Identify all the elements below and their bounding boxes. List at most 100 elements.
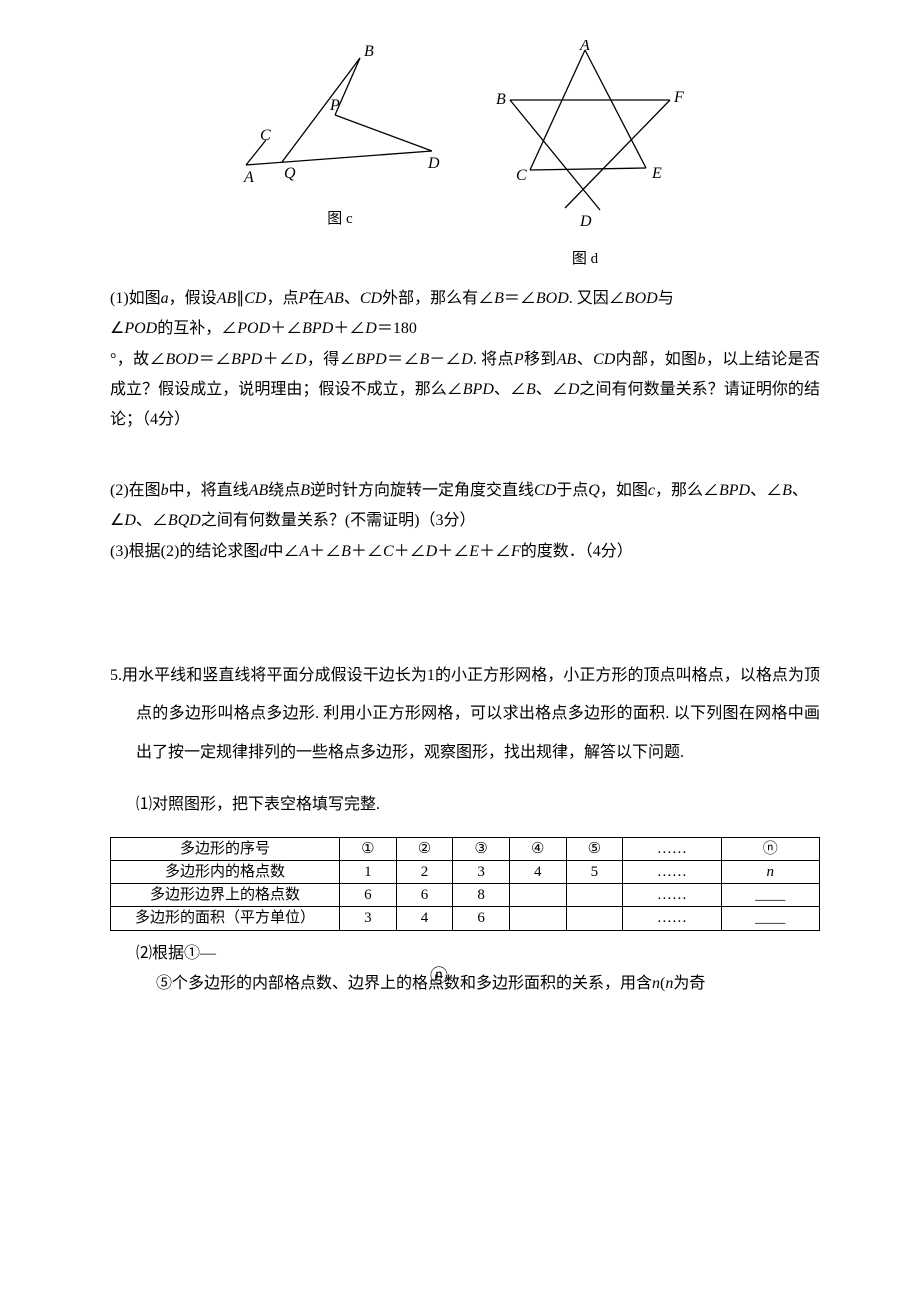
q3-t1: 中∠ [267,543,299,560]
r0-c1: 2 [396,860,453,883]
q3-t2: 的度数．（4分） [521,543,633,560]
q2-t2: 绕点 [268,482,300,499]
q2-t3: 逆时针方向旋转一定角度交直线 [310,482,534,499]
th-0: 多边形的序号 [111,837,340,860]
q1-d: D [365,320,377,337]
q2-t8: 、 [792,482,808,499]
q2-b: b [161,482,169,499]
figure-c-caption: 图 c [240,205,440,234]
r1-c2: 8 [453,884,510,907]
q2-d: D [124,512,136,529]
q2-t9: 之间有何数量关系？(不需证明)（3分） [201,512,476,529]
q3-p5: ＋∠ [479,543,511,560]
r0-n: n [767,864,775,880]
q5-intro: 5.用水平线和竖直线将平面分成假设干边长为1的小正方形网格，小正方形的顶点叫格点… [110,657,820,772]
th-3: ③ [453,837,510,860]
r2-c0: 3 [340,907,397,930]
q1-d2: D [295,351,307,368]
q1-minus: －∠ [429,351,461,368]
table-header-row: 多边形的序号 ① ② ③ ④ ⑤ …… ⓝ [111,837,820,860]
figure-d: A B F C E D 图 d [480,40,690,274]
q5-table: 多边形的序号 ① ② ③ ④ ⑤ …… ⓝ 多边形内的格点数 1 2 3 4 5… [110,837,820,931]
q1-eq: ＝∠ [504,290,536,307]
th-4: ④ [509,837,566,860]
figure-d-caption: 图 d [480,245,690,274]
q5-sub1: ⑴对照图形，把下表空格填写完整. [110,790,820,820]
q1-d3: D [461,351,473,368]
q3-p1: ＋∠ [309,543,341,560]
q1-bpd2: BPD [231,351,262,368]
q1-ab: AB [217,290,237,307]
q5-s2-n: n [652,975,660,992]
q1-p2: P [514,351,524,368]
q1-l3a: °，故∠ [110,351,165,368]
figc-label-C: C [260,127,271,144]
r1-c6: ____ [721,884,819,907]
q2-t4: 于点 [556,482,588,499]
q1-t1: ，假设 [169,290,217,307]
q3-e: E [469,543,479,560]
q2-t5: ，如图 [600,482,648,499]
q1-bod2: BOD [625,290,658,307]
figc-label-Q: Q [284,165,296,182]
figure-c-svg: B P C A Q D [240,40,440,190]
q1-eq2: ＝∠ [198,351,231,368]
figc-label-P: P [329,97,340,114]
q1-t11: . 将点 [473,351,514,368]
r1-c1: 6 [396,884,453,907]
figure-c: B P C A Q D 图 c [240,40,440,274]
figc-label-B: B [364,43,374,60]
question-3: (3)根据(2)的结论求图d中∠A＋∠B＋∠C＋∠D＋∠E＋∠F的度数．（4分） [110,537,820,567]
q1-bod: BOD [536,290,569,307]
q1-b: B [494,290,504,307]
q2-bqd: BQD [168,512,201,529]
figd-label-D: D [579,213,592,230]
q1-t8: 的互补，∠ [157,320,237,337]
q5-intro-text: 用水平线和竖直线将平面分成假设干边长为1的小正方形网格，小正方形的顶点叫格点，以… [122,667,820,761]
q5-number: 5. [110,667,122,684]
q1-t2: ，点 [266,290,298,307]
r2-c6: ____ [721,907,819,930]
q1-bpd4: BPD [463,381,494,398]
q1-p: P [298,290,308,307]
q1-b2: B [419,351,429,368]
q1-pod2: POD [237,320,270,337]
question-2: (2)在图b中，将直线AB绕点B逆时针方向旋转一定角度交直线CD于点Q，如图c，… [110,476,820,506]
figc-label-D: D [427,155,440,172]
q1-t4b: 、 [576,351,593,368]
q1-t4: 、 [344,290,360,307]
question-1-line3: °，故∠BOD＝∠BPD＋∠D，得∠BPD＝∠B－∠D. 将点P移到AB、CD内… [110,345,820,436]
q5-s2c: 为奇 [673,975,705,992]
q2-ab: AB [249,482,269,499]
q2-lead: (2)在图 [110,482,161,499]
q1-l2a: ∠ [110,320,124,337]
r2-c4 [566,907,623,930]
q1-t9c: ＋∠ [262,351,295,368]
r2-label: 多边形的面积（平方单位） [111,907,340,930]
q2-bpd: BPD [719,482,750,499]
spacer [110,436,820,476]
q1-pod: POD [124,320,157,337]
q1-b3: B [526,381,536,398]
q1-cd: CD [244,290,266,307]
q1-t13: 内部，如图 [615,351,697,368]
q5-s2a: ⑤个多边形的内部格点数、边界上的格点数和多边形面积的关系，用含 [156,975,652,992]
q3-p4: ＋∠ [437,543,469,560]
q1-ab3: AB [557,351,577,368]
q5-sub2-line1: ⑵根据①— [136,939,820,969]
r2-c3 [509,907,566,930]
question-1: (1)如图a，假设AB∥CD，点P在AB、CD外部，那么有∠B＝∠BOD. 又因… [110,284,820,314]
figd-label-C: C [516,167,527,184]
q1-t3: 在 [308,290,324,307]
q5-circled-n: ⓝ [430,959,448,993]
r0-c0: 1 [340,860,397,883]
q5-sub2: ⑵根据①— ⓝ ⑤个多边形的内部格点数、边界上的格点数和多边形面积的关系，用含n… [110,939,820,1000]
th-5: ⑤ [566,837,623,860]
q1-lead: (1)如图 [110,290,161,307]
r1-c5: …… [623,884,721,907]
r0-c4: 5 [566,860,623,883]
q1-t10: ，得∠ [307,351,356,368]
q1-t12: 移到 [524,351,557,368]
q3-dd: D [426,543,438,560]
q2-t1: 中，将直线 [169,482,249,499]
